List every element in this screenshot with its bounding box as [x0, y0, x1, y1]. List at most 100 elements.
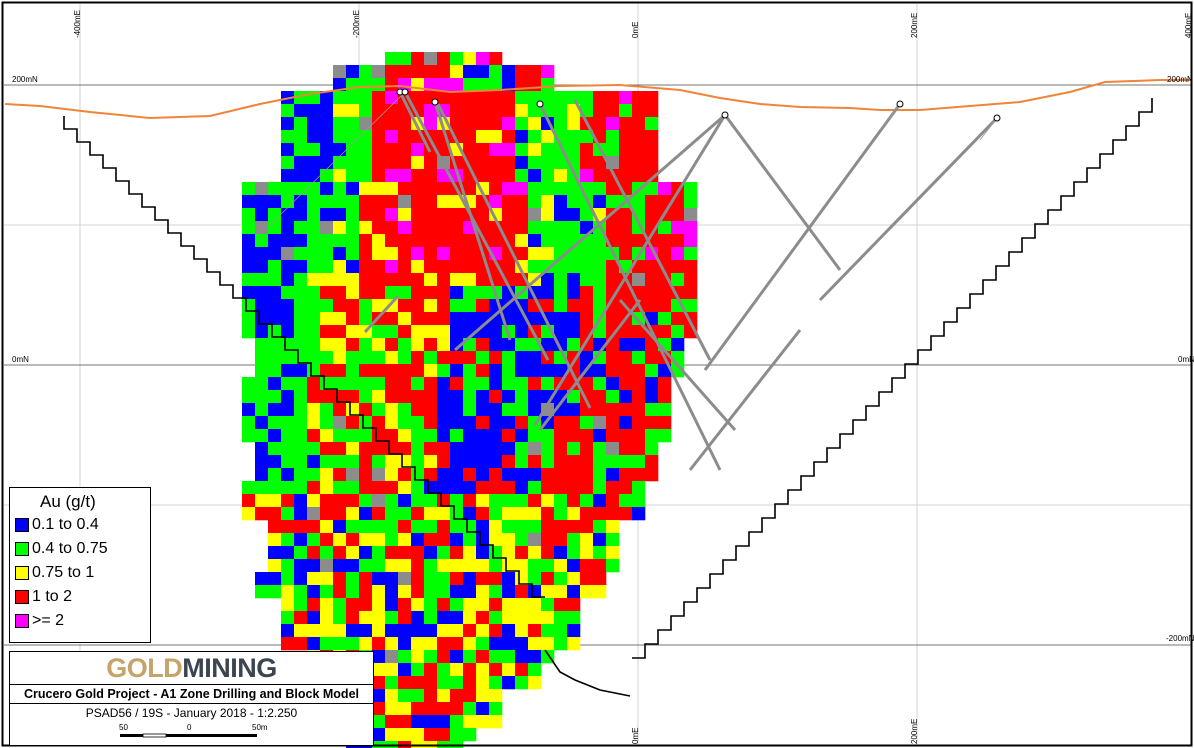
grade-block	[476, 663, 490, 677]
grade-block	[463, 104, 477, 118]
grade-block	[307, 195, 321, 209]
grade-block	[255, 455, 269, 469]
grade-block	[437, 676, 451, 690]
grade-block	[619, 390, 633, 404]
grade-block	[411, 390, 425, 404]
grade-block	[385, 65, 399, 79]
grade-block	[320, 104, 334, 118]
grade-block	[333, 572, 347, 586]
grade-block	[450, 702, 464, 716]
grade-block	[489, 65, 503, 79]
grade-block	[359, 143, 373, 157]
grade-block	[281, 455, 295, 469]
grade-block	[346, 624, 360, 638]
grade-block	[268, 520, 282, 534]
grade-block	[515, 546, 529, 560]
grade-block	[320, 559, 334, 573]
grade-block	[424, 533, 438, 547]
grade-block	[281, 130, 295, 144]
grade-block	[528, 611, 542, 625]
grade-block	[541, 468, 555, 482]
legend-swatch	[15, 590, 29, 604]
grade-block	[385, 221, 399, 235]
grade-block	[333, 208, 347, 222]
grade-block	[424, 65, 438, 79]
grade-block	[554, 364, 568, 378]
grade-block	[294, 312, 308, 326]
grade-block	[671, 312, 685, 326]
grade-block	[476, 143, 490, 157]
grade-block	[580, 169, 594, 183]
grade-block	[281, 286, 295, 300]
grade-block	[528, 572, 542, 586]
grade-block	[450, 624, 464, 638]
grade-block	[632, 442, 646, 456]
grade-block	[463, 715, 477, 729]
grade-block	[593, 416, 607, 430]
grade-block	[268, 442, 282, 456]
grade-block	[541, 299, 555, 313]
grade-block	[450, 676, 464, 690]
legend: Au (g/t) 0.1 to 0.4 0.4 to 0.75 0.75 to …	[9, 487, 151, 643]
grade-block	[411, 611, 425, 625]
grade-block	[606, 325, 620, 339]
grade-block	[645, 104, 659, 118]
grade-block	[424, 260, 438, 274]
logo-gold-text: GOLD	[106, 653, 183, 683]
grade-block	[398, 221, 412, 235]
grade-block	[398, 663, 412, 677]
grade-block	[398, 494, 412, 508]
grade-block	[372, 585, 386, 599]
grade-block	[320, 624, 334, 638]
grade-block	[450, 390, 464, 404]
grade-block	[294, 156, 308, 170]
grade-block	[606, 494, 620, 508]
grade-block	[268, 338, 282, 352]
grade-block	[502, 377, 516, 391]
grade-block	[411, 364, 425, 378]
grade-block	[632, 195, 646, 209]
grade-block	[528, 650, 542, 664]
grade-block	[450, 494, 464, 508]
grade-block	[580, 455, 594, 469]
grade-block	[606, 520, 620, 534]
drillhole-trace	[573, 99, 712, 361]
grade-block	[502, 455, 516, 469]
grade-block	[450, 455, 464, 469]
grade-block	[606, 468, 620, 482]
grade-block	[424, 52, 438, 66]
grade-block	[398, 728, 412, 742]
grade-block	[658, 286, 672, 300]
grade-block	[489, 169, 503, 183]
grade-block	[515, 559, 529, 573]
grade-block	[411, 195, 425, 209]
grade-block	[593, 169, 607, 183]
grade-block	[346, 338, 360, 352]
grade-block	[372, 611, 386, 625]
grade-block	[515, 351, 529, 365]
grade-block	[606, 195, 620, 209]
grade-block	[437, 637, 451, 651]
grade-block	[580, 585, 594, 599]
grade-block	[385, 481, 399, 495]
grade-block	[372, 546, 386, 560]
grade-block	[567, 130, 581, 144]
grade-block	[502, 169, 516, 183]
grade-block	[385, 663, 399, 677]
grade-block	[593, 91, 607, 105]
grade-block	[411, 546, 425, 560]
grade-block	[450, 637, 464, 651]
grade-block	[567, 195, 581, 209]
grade-block	[281, 468, 295, 482]
grade-block	[268, 585, 282, 599]
grade-block	[619, 247, 633, 261]
grade-block	[398, 598, 412, 612]
grade-block	[541, 364, 555, 378]
grade-block	[606, 481, 620, 495]
grade-block	[580, 481, 594, 495]
grade-block	[359, 260, 373, 274]
grade-block	[398, 572, 412, 586]
grade-block	[489, 442, 503, 456]
grade-block	[515, 663, 529, 677]
grade-block	[619, 351, 633, 365]
